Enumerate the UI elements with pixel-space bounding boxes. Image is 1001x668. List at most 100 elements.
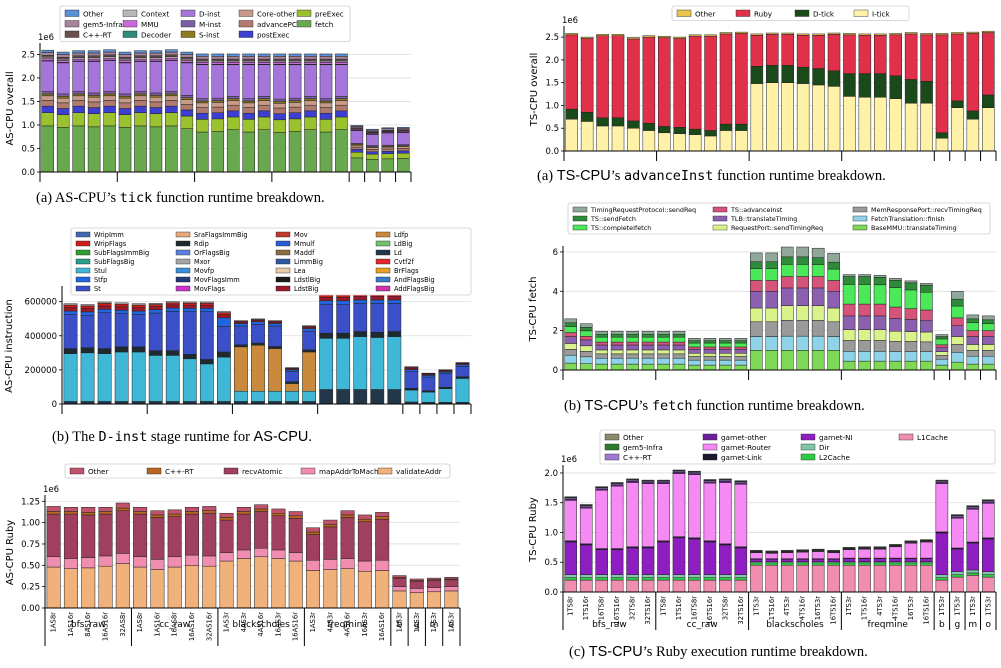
bar-segment-other [596, 34, 609, 36]
legend-entry: LimmBig [294, 258, 323, 266]
bar-segment-other [734, 480, 748, 482]
bar-segment-postexec [288, 112, 302, 120]
bar-segment-stul [336, 338, 351, 390]
legend: TimingRequestProtocol::sendReqTS::sendFe… [567, 202, 991, 235]
bar-segment-validateaddr [150, 569, 165, 609]
caption-post: function runtime breakdown. [692, 398, 865, 414]
bar-segment-d-tick [611, 117, 625, 127]
bar-segment-l2cache [873, 562, 887, 566]
bar-segment-basemmu-translatetiming [641, 363, 655, 371]
bar-segment-validateaddr [202, 565, 217, 609]
bar-segment-other [114, 302, 129, 305]
bar-segment-other [842, 547, 856, 549]
x-tick-label: 16TS8r [690, 596, 698, 620]
bar-segment-ts-advanceinst [672, 341, 686, 346]
bar-segment-garnet-ni [951, 548, 964, 573]
bar-segment-garnet-ni [688, 538, 701, 575]
bar-segment-garnet-router [734, 484, 748, 548]
bar-segment-rdip [455, 376, 470, 379]
bar-segment-memresponseport-recvtimingreq [842, 340, 856, 352]
bar-segment-ts-completeifetch [579, 330, 593, 337]
bar-segment-other [202, 506, 217, 511]
bar-segment-ldfp [234, 346, 248, 392]
bar-segment-l2cache [765, 562, 779, 566]
legend-entry: L1Cache [917, 433, 949, 442]
legend-entry: Other [88, 467, 108, 476]
bar-segment-stfp [353, 299, 368, 304]
bar-segment-ts-advanceinst [842, 303, 856, 317]
x-tick-label: 32AS8r [119, 612, 127, 637]
bar-segment-garnet-ni [889, 558, 902, 562]
bar-segment-timingrequestprotocol-sendreq [873, 275, 887, 278]
bar-segment-other [251, 318, 265, 320]
bar-segment-other [285, 367, 299, 369]
bar-segment-l2cache [780, 562, 794, 566]
bar-segment-other [920, 33, 933, 36]
bar-segment-l1cache [564, 579, 578, 593]
bar-segment-st [216, 326, 231, 353]
bar-segment-other [302, 325, 317, 327]
bar-segment-memresponseport-recvtimingreq [966, 350, 980, 357]
bar-segment-mmu [257, 62, 271, 65]
bar-segment-recvatomic [236, 513, 251, 551]
bar-segment-basemmu-translatetiming [703, 364, 717, 371]
bar-segment-fetchtranslation-finish [827, 336, 840, 351]
bar-segment-basemmu-translatetiming [626, 363, 639, 371]
bar-segment-m-inst [304, 96, 317, 99]
caption-pre: (c) [569, 644, 589, 660]
bar-segment-tlb-translatetiming [579, 339, 593, 347]
legend-frame [671, 5, 910, 21]
bar-segment-stfp [97, 309, 112, 313]
bar-segment-postexec [56, 108, 70, 115]
bar-segment-memresponseport-recvtimingreq [889, 341, 902, 352]
bar-segment-tlb-translatetiming [858, 315, 871, 330]
legend-entry: gem5-Infra [83, 20, 123, 29]
bar-segment-memresponseport-recvtimingreq [920, 341, 933, 352]
bar-segment-garnet-ni [595, 549, 608, 575]
legend-swatch [300, 467, 316, 475]
bar-segment-basemmu-translatetiming [935, 364, 949, 371]
bar-segment-stfp [80, 311, 95, 316]
bar-segment-other [236, 506, 251, 512]
bar-segment-requestport-sendtimingreq [688, 353, 701, 357]
bar-segment-st [63, 314, 78, 349]
bar-segment-m-inst [41, 91, 55, 95]
bar-segment-requestport-sendtimingreq [873, 329, 887, 341]
bar-segment-mmu [72, 58, 85, 62]
bar-segment-mapaddrtomachine [236, 549, 251, 559]
bar-segment-other [180, 51, 194, 55]
bar-segment-l1cache [951, 576, 964, 593]
bar-segment-stul [438, 388, 453, 403]
bar-segment-advancepc [149, 101, 163, 108]
bar-segment-s-inst [226, 98, 240, 101]
bar-segment-l2cache [672, 577, 686, 581]
bar-segment-postexec [149, 107, 163, 114]
bar-segment-other [254, 504, 269, 510]
group-label: blackscholes [766, 620, 824, 630]
bar-segment-mmu [134, 58, 147, 62]
bar-segment-garnet-ni [827, 559, 840, 562]
legend-entry: S-inst [199, 31, 219, 40]
bar-segment-preexec [335, 116, 348, 130]
bar-segment-ts-sendfetch [564, 322, 578, 327]
bar-segment-ts-sendfetch [796, 256, 809, 265]
legend-entry: TimingRequestProtocol::sendReq [590, 206, 696, 214]
bar-segment-i-tick [565, 118, 578, 152]
bar-segment-advancepc [226, 104, 240, 112]
caption-pre: (b) [564, 398, 585, 414]
bar-segment-s-inst [304, 98, 317, 101]
bar-segment-d-tick [658, 126, 671, 134]
bar-segment-fetchtranslation-finish [780, 335, 794, 351]
bar-segment-other [381, 127, 395, 129]
bar-segment-l2cache [750, 562, 763, 566]
bar-segment-l2cache [966, 572, 980, 576]
group-label: bfs_raw [592, 620, 627, 630]
bar-segment-c-rt [165, 54, 178, 58]
bar-segment-requestport-sendtimingreq [641, 349, 655, 355]
bar-segment-basemmu-translatetiming [780, 350, 794, 371]
bar-segment-requestport-sendtimingreq [796, 305, 809, 321]
bar-segment-l2cache [951, 574, 964, 578]
bar-segment-garnet-router [703, 482, 717, 542]
legend-entry: Other [83, 10, 103, 19]
bar-segment-garnet-ni [626, 547, 639, 575]
